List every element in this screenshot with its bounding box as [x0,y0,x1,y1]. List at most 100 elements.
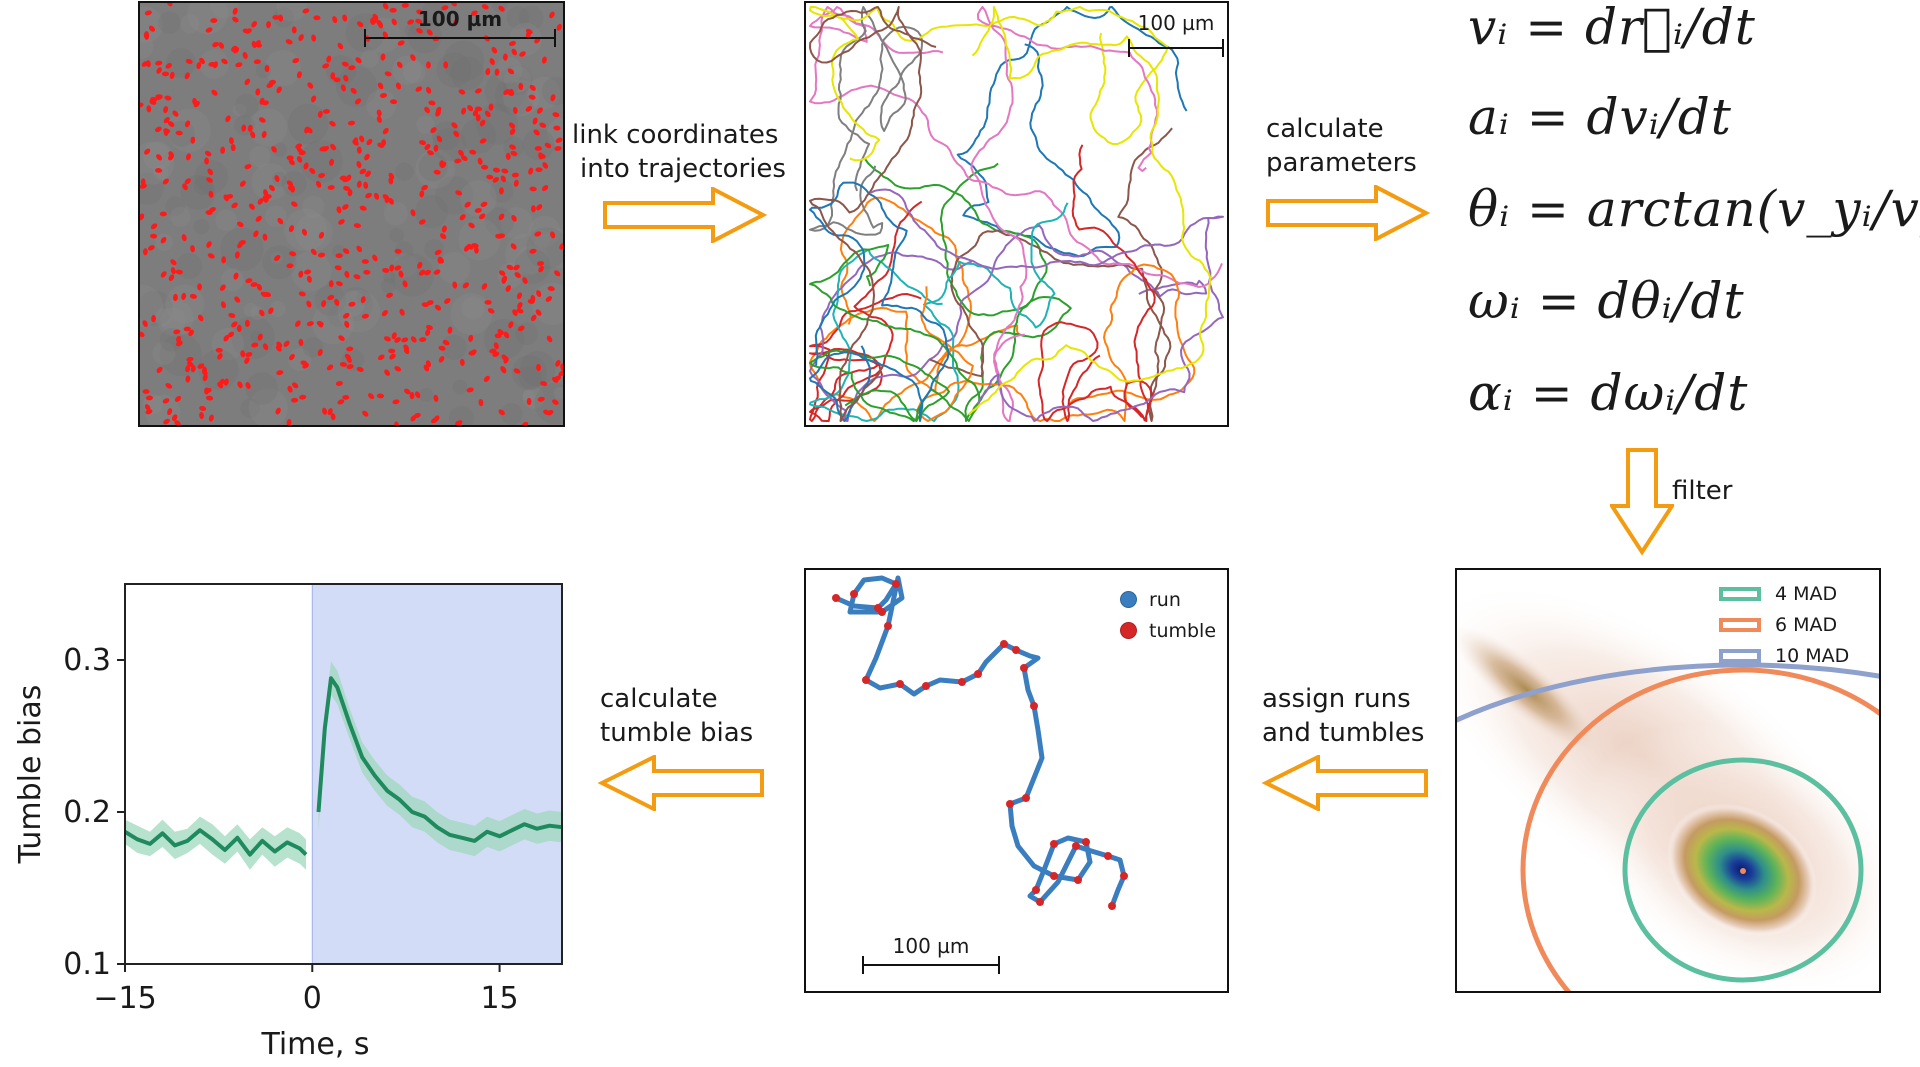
tumble-point [896,680,904,688]
legend-4-mad: 4 MAD [1719,578,1849,609]
detected-cell [253,230,259,238]
tumble-point [1104,852,1112,860]
detected-cell [253,59,261,65]
detected-cell [344,353,352,360]
stimulus-shaded-region [312,584,562,964]
detected-cell [424,269,431,276]
detected-cell [189,293,197,299]
step-calculate-parameters-label: calculate parameters [1266,114,1417,178]
detected-cell [155,60,163,66]
detected-cell [541,56,547,64]
detected-cell [251,40,257,48]
detected-cell [286,263,294,269]
detected-cell [509,88,515,96]
detected-cell [525,105,533,112]
detected-cell [443,61,449,69]
detected-cell [185,365,191,373]
detected-cell [225,115,231,123]
detected-cell [188,329,194,337]
y-tick-label: 0.2 [63,795,111,830]
detected-cell [539,122,547,128]
detected-cell [234,296,241,303]
trajectory-path [809,6,1223,288]
detected-cell [181,292,187,300]
detected-cell [380,53,386,61]
detected-cell [298,291,306,297]
detected-cell [271,146,277,153]
detected-cell [144,148,151,155]
detected-cell [145,395,154,401]
detected-cell [395,82,402,90]
detected-cell [533,129,540,136]
detected-cell [426,61,431,69]
detected-cell [209,206,216,213]
detected-cell [277,217,284,225]
detected-cell [365,170,371,178]
detected-cell [173,329,181,335]
detected-cell [328,280,334,288]
detected-cell [287,385,293,393]
detected-cell [212,41,219,48]
detected-cell [346,364,354,370]
detected-cell [444,298,451,304]
detected-cell [248,203,255,210]
step-filter-label: filter [1672,476,1733,506]
detected-cell [492,167,501,173]
detected-cell [545,296,553,302]
detected-cell [472,109,479,117]
detected-cell [359,135,365,143]
detected-cell [382,127,389,135]
detected-cell [169,71,175,79]
detected-cell [376,109,382,117]
detected-cell [509,128,516,135]
run-tumble-panel: run tumble 100 µm [804,568,1229,993]
detected-cell [231,202,238,209]
detected-cell [513,368,521,374]
trajectory-path [870,188,1224,422]
detected-cell [529,84,536,91]
detected-cell [442,339,450,346]
detected-cell [403,344,410,351]
detected-cell [196,61,202,70]
detected-cell [546,409,554,416]
detected-cell [359,205,367,211]
detected-cell [454,158,462,164]
trajectory-path [809,200,923,422]
detected-cell [315,180,322,188]
detected-cell [223,378,229,386]
detected-cell [553,125,561,131]
detected-cell [228,312,236,318]
detected-cell [163,418,170,425]
detected-cell [481,283,488,290]
detected-cell [329,120,336,127]
detected-cell [149,99,157,105]
detected-cell [458,149,464,157]
detected-cell [141,61,149,67]
detected-cell [156,366,163,374]
detected-cell [501,276,507,284]
detected-cell [240,350,246,358]
detected-cell [333,77,341,83]
density-filter-panel: 4 MAD 6 MAD 10 MAD [1455,568,1881,993]
detected-cell [150,223,158,230]
detected-cell [166,3,173,7]
detected-cell [534,146,542,151]
trajectory-path [929,127,1173,422]
detected-cell [250,282,258,287]
detected-cell [268,79,277,85]
detected-cell [335,281,343,287]
detected-cell [556,23,562,31]
detected-cell [330,413,336,421]
detected-cell [208,190,214,198]
detected-cell [536,261,545,266]
tumble-point [1120,872,1128,880]
detected-cell [415,18,423,24]
detected-cell [232,16,239,23]
detected-cell [506,264,514,271]
detected-cell [382,31,389,39]
detected-cell [500,175,507,183]
detected-cell [342,312,350,319]
detected-cell [342,204,349,210]
detected-cell [257,198,264,205]
detected-cell [262,233,268,241]
